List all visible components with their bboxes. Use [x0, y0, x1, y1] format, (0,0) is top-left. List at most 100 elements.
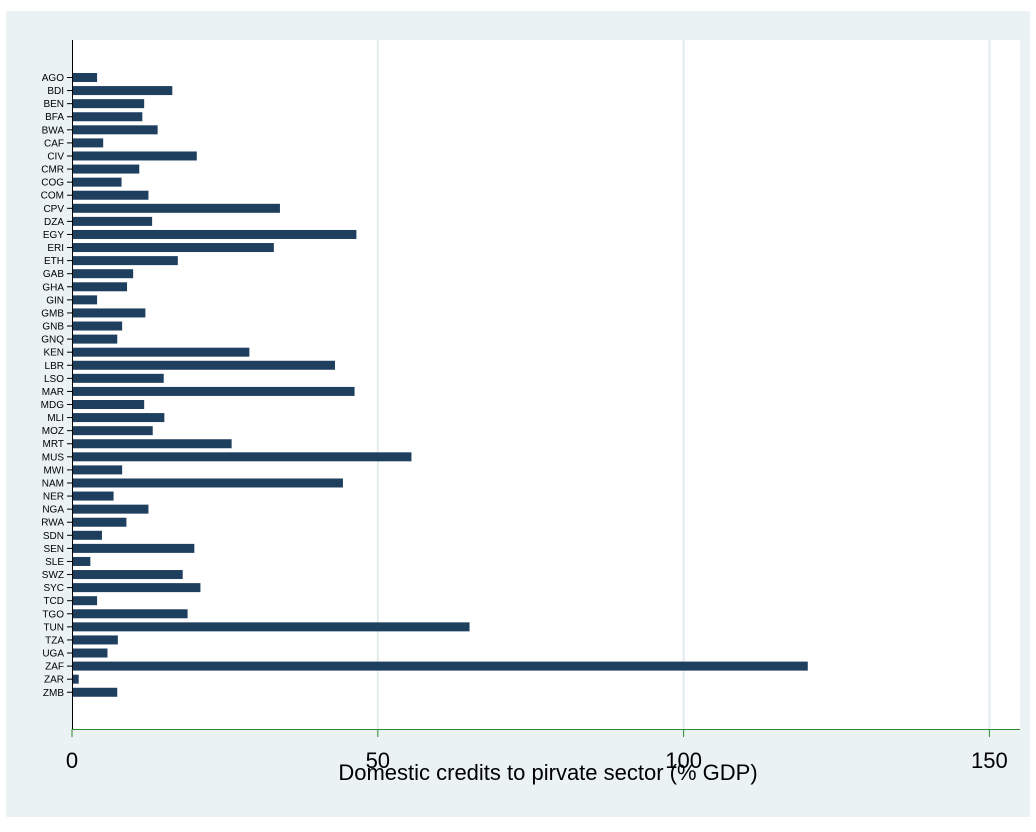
x-tick-label-150: 150 — [971, 748, 1008, 773]
x-ticks: 0 50 100 150 — [66, 729, 1008, 773]
bar-caf — [73, 138, 104, 148]
bar-ken — [73, 347, 250, 357]
bar-ago — [73, 73, 98, 82]
category-label-mwi: MWI — [43, 465, 64, 476]
category-label-mus: MUS — [42, 452, 65, 463]
bar-zaf — [73, 661, 808, 671]
bar-mrt — [73, 439, 232, 449]
bar-gnb — [73, 321, 123, 331]
x-tick-label-0: 0 — [66, 748, 78, 773]
category-label-civ: CIV — [47, 151, 64, 162]
bar-rwa — [73, 517, 127, 527]
bar-moz — [73, 426, 153, 436]
category-label-zar: ZAR — [44, 675, 64, 686]
bar-com — [73, 190, 149, 200]
bar-ner — [73, 491, 114, 501]
bar-nam — [73, 478, 343, 488]
category-label-ago: AGO — [42, 73, 64, 84]
bar-dza — [73, 216, 153, 226]
bar-tcd — [73, 596, 98, 606]
bar-gnq — [73, 334, 118, 344]
bar-zar — [73, 674, 79, 684]
bar-eri — [73, 243, 274, 253]
bar-bwa — [73, 125, 158, 135]
bar-mar — [73, 386, 355, 396]
category-label-com: COM — [41, 191, 64, 202]
category-label-bfa: BFA — [45, 112, 64, 123]
category-label-tza: TZA — [45, 635, 64, 646]
category-label-eth: ETH — [44, 256, 64, 267]
category-label-sle: SLE — [45, 557, 64, 568]
category-label-bwa: BWA — [42, 125, 65, 136]
x-tick-label-50: 50 — [366, 748, 390, 773]
category-label-zmb: ZMB — [43, 688, 64, 699]
category-label-tcd: TCD — [43, 596, 64, 607]
bar-sen — [73, 543, 195, 553]
category-label-lso: LSO — [44, 374, 64, 385]
category-label-tun: TUN — [43, 622, 64, 633]
category-label-uga: UGA — [42, 649, 64, 660]
category-label-moz: MOZ — [42, 426, 64, 437]
category-label-ken: KEN — [43, 348, 64, 359]
bar-bfa — [73, 112, 143, 122]
bars — [73, 73, 808, 697]
bar-gmb — [73, 308, 146, 318]
bar-mwi — [73, 465, 123, 475]
bar-bdi — [73, 86, 173, 96]
category-label-tgo: TGO — [42, 609, 64, 620]
bar-sle — [73, 556, 91, 566]
bar-cog — [73, 177, 122, 187]
bar-gab — [73, 269, 134, 279]
category-label-mar: MAR — [42, 387, 64, 398]
bar-gin — [73, 295, 98, 305]
bar-ben — [73, 99, 145, 109]
category-label-gin: GIN — [46, 295, 64, 306]
x-axis-label: Domestic credits to pirvate sector (% GD… — [338, 760, 757, 785]
category-label-swz: SWZ — [42, 570, 64, 581]
category-label-gab: GAB — [43, 269, 64, 280]
category-label-syc: SYC — [43, 583, 64, 594]
category-label-bdi: BDI — [47, 86, 64, 97]
category-labels: AGO BDI BEN BFA BWA CAF CIV CMR COG COM CPV DZA EGY E… — [41, 73, 72, 699]
bar-mus — [73, 452, 412, 462]
plot-area — [72, 40, 1020, 729]
category-label-gnb: GNB — [42, 322, 64, 333]
bar-cpv — [73, 203, 280, 213]
category-label-cpv: CPV — [43, 204, 64, 215]
bar-zmb — [73, 687, 118, 697]
category-label-dza: DZA — [44, 217, 64, 228]
category-label-egy: EGY — [43, 230, 64, 241]
bar-lbr — [73, 360, 335, 370]
category-label-ben: BEN — [43, 99, 64, 110]
category-label-zaf: ZAF — [45, 662, 64, 673]
bar-cmr — [73, 164, 140, 174]
category-label-gnq: GNQ — [41, 335, 64, 346]
category-label-mdg: MDG — [41, 400, 65, 411]
bar-syc — [73, 583, 201, 593]
bar-mdg — [73, 400, 145, 409]
bar-tgo — [73, 609, 188, 619]
category-label-eri: ERI — [47, 243, 64, 254]
bar-uga — [73, 648, 108, 658]
category-label-ner: NER — [43, 492, 64, 503]
bar-nga — [73, 504, 149, 514]
bar-tza — [73, 635, 118, 645]
category-label-gha: GHA — [42, 282, 64, 293]
bar-eth — [73, 256, 178, 266]
bar-gha — [73, 282, 128, 292]
category-label-cmr: CMR — [41, 165, 64, 176]
category-label-caf: CAF — [44, 138, 64, 149]
category-label-gmb: GMB — [41, 308, 64, 319]
bar-sdn — [73, 530, 102, 540]
category-label-lbr: LBR — [45, 361, 64, 372]
category-label-mli: MLI — [47, 413, 64, 424]
x-tick-label-100: 100 — [665, 748, 702, 773]
category-label-cog: COG — [41, 178, 64, 189]
category-label-mrt: MRT — [43, 439, 64, 450]
bar-civ — [73, 151, 197, 161]
bar-egy — [73, 229, 357, 239]
category-label-sdn: SDN — [43, 531, 64, 542]
grid-lines — [376, 40, 991, 729]
category-label-nga: NGA — [42, 505, 64, 516]
